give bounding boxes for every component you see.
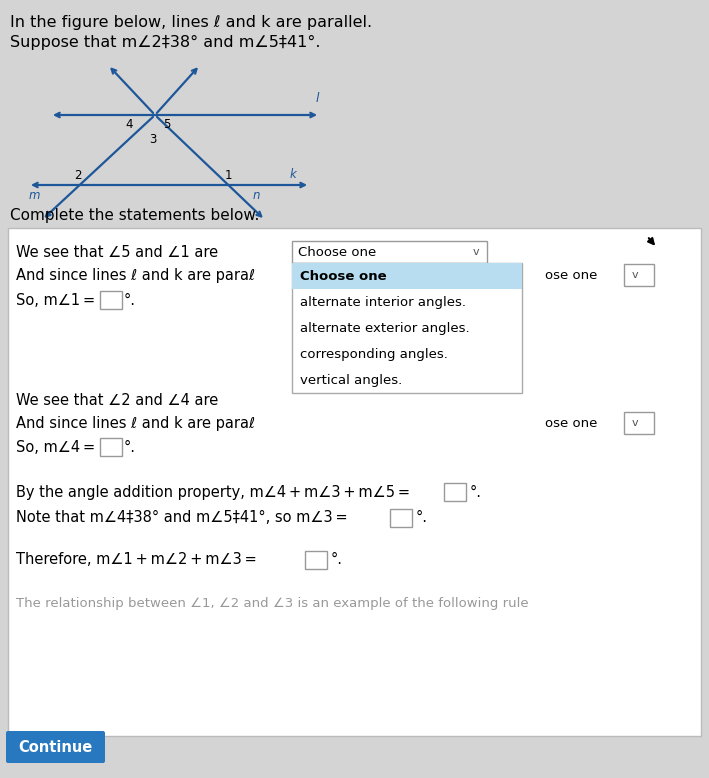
Text: $\it{n}$: $\it{n}$: [252, 189, 261, 202]
FancyBboxPatch shape: [100, 291, 122, 309]
Text: The relationship between ∠1, ∠2 and ∠3 is an example of the following rule: The relationship between ∠1, ∠2 and ∠3 i…: [16, 598, 529, 611]
Text: In the figure below, lines ℓ and k are parallel.: In the figure below, lines ℓ and k are p…: [10, 15, 372, 30]
FancyBboxPatch shape: [292, 263, 522, 393]
Text: v: v: [632, 418, 639, 428]
Text: Suppose that m∠2‡38° and m∠5‡41°.: Suppose that m∠2‡38° and m∠5‡41°.: [10, 35, 320, 50]
FancyBboxPatch shape: [624, 264, 654, 286]
Text: We see that ∠5 and ∠1 are: We see that ∠5 and ∠1 are: [16, 244, 218, 260]
Text: °.: °.: [124, 293, 136, 307]
Text: corresponding angles.: corresponding angles.: [300, 348, 448, 360]
Text: We see that ∠2 and ∠4 are: We see that ∠2 and ∠4 are: [16, 392, 218, 408]
Text: Complete the statements below.: Complete the statements below.: [10, 208, 259, 223]
FancyBboxPatch shape: [292, 263, 522, 289]
FancyBboxPatch shape: [292, 241, 487, 263]
Text: Choose one: Choose one: [300, 269, 386, 282]
Text: °.: °.: [331, 552, 343, 567]
Text: 5: 5: [163, 118, 170, 131]
FancyBboxPatch shape: [444, 483, 466, 501]
Text: So, m∠1 =: So, m∠1 =: [16, 293, 98, 307]
Text: 3: 3: [150, 133, 157, 146]
Text: v: v: [632, 270, 639, 280]
Text: °.: °.: [124, 440, 136, 454]
Text: vertical angles.: vertical angles.: [300, 373, 402, 387]
Text: Note that m∠4‡38° and m∠5‡41°, so m∠3 =: Note that m∠4‡38° and m∠5‡41°, so m∠3 =: [16, 510, 347, 525]
Text: So, m∠4 =: So, m∠4 =: [16, 440, 98, 454]
Text: alternate exterior angles.: alternate exterior angles.: [300, 321, 469, 335]
Text: °.: °.: [416, 510, 428, 525]
Text: 2: 2: [74, 169, 82, 182]
Text: ose one: ose one: [545, 416, 598, 429]
FancyBboxPatch shape: [6, 731, 105, 763]
FancyBboxPatch shape: [624, 412, 654, 434]
FancyBboxPatch shape: [8, 228, 701, 736]
Text: 1: 1: [225, 169, 232, 182]
FancyBboxPatch shape: [305, 551, 327, 569]
Text: Continue: Continue: [18, 740, 93, 755]
FancyBboxPatch shape: [390, 509, 412, 527]
Text: And since lines ℓ and k are paraℓ: And since lines ℓ and k are paraℓ: [16, 268, 255, 282]
Text: ose one: ose one: [545, 268, 598, 282]
Text: By the angle addition property, m∠4 + m∠3 + m∠5 =: By the angle addition property, m∠4 + m∠…: [16, 485, 413, 499]
Text: Therefore, m∠1 + m∠2 + m∠3 =: Therefore, m∠1 + m∠2 + m∠3 =: [16, 552, 259, 567]
Text: alternate interior angles.: alternate interior angles.: [300, 296, 466, 309]
Text: $\it{l}$: $\it{l}$: [315, 91, 320, 105]
Text: 4: 4: [125, 118, 133, 131]
Text: °.: °.: [470, 485, 482, 499]
Text: And since lines ℓ and k are paraℓ: And since lines ℓ and k are paraℓ: [16, 415, 255, 430]
Text: Choose one: Choose one: [298, 246, 376, 258]
FancyBboxPatch shape: [100, 438, 122, 456]
Text: v: v: [473, 247, 479, 257]
Text: $\it{k}$: $\it{k}$: [289, 167, 298, 181]
Text: $\it{m}$: $\it{m}$: [28, 189, 40, 202]
